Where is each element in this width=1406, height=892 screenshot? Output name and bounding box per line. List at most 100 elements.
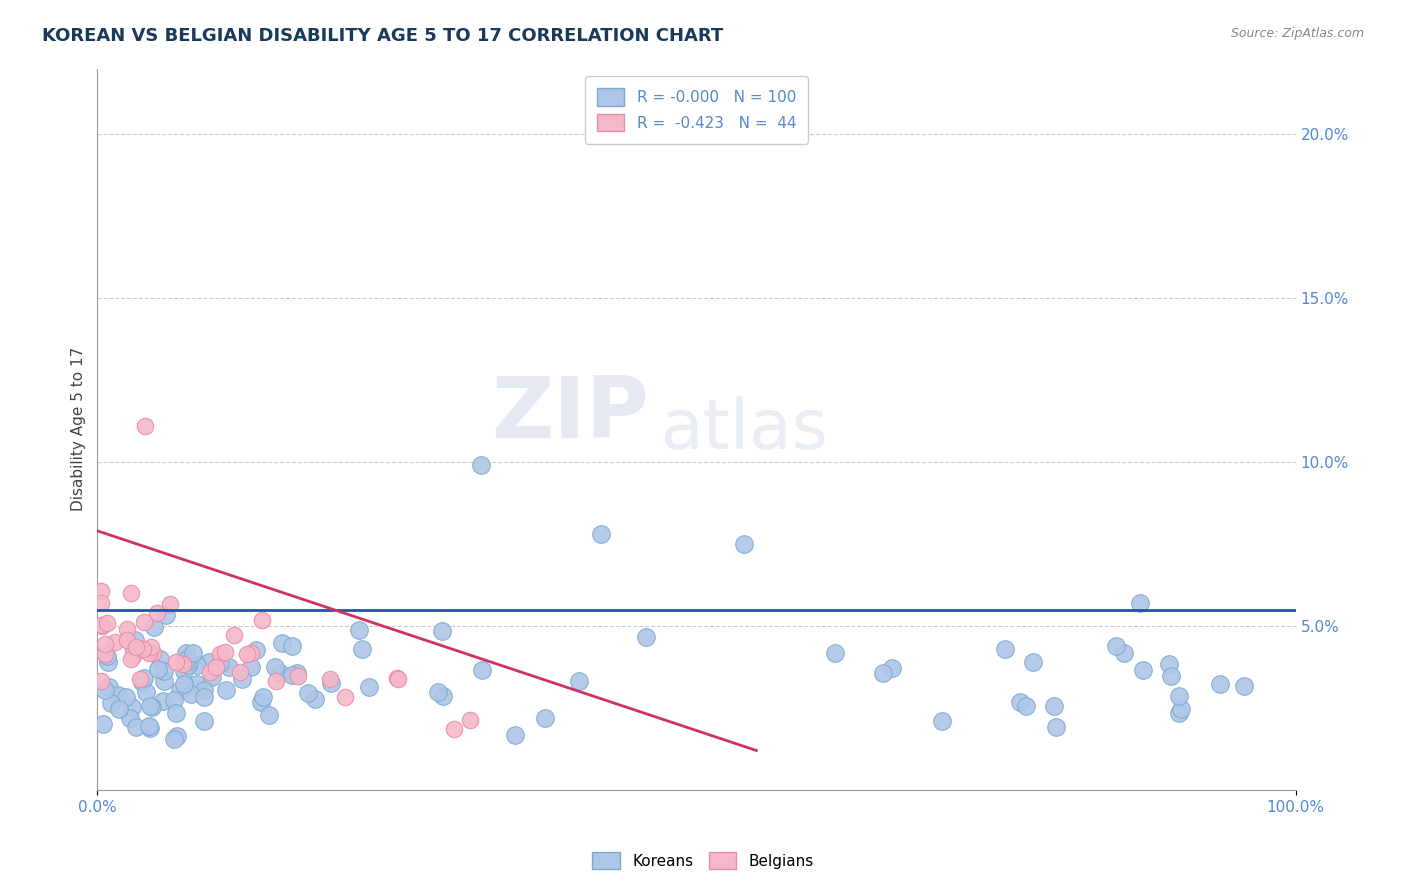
Point	[107, 648, 129, 663]
Text: atlas: atlas	[661, 396, 828, 463]
Point	[257, 657, 280, 672]
Point	[215, 616, 238, 631]
Point	[179, 568, 201, 582]
Point	[186, 575, 208, 590]
Point	[197, 569, 219, 583]
Point	[285, 588, 308, 602]
Point	[872, 588, 894, 602]
Point	[235, 556, 257, 570]
Point	[124, 533, 146, 547]
Y-axis label: Disability Age 5 to 17: Disability Age 5 to 17	[72, 347, 86, 511]
Point	[239, 555, 262, 569]
Point	[120, 663, 142, 677]
Point	[252, 628, 274, 642]
Point	[172, 573, 194, 587]
Point	[120, 565, 142, 579]
Point	[432, 518, 454, 533]
Point	[193, 629, 215, 643]
Point	[132, 596, 155, 610]
Point	[335, 627, 357, 641]
Point	[245, 550, 267, 565]
Point	[173, 606, 195, 620]
Point	[460, 667, 482, 681]
Point	[100, 638, 122, 652]
Point	[214, 552, 236, 566]
Point	[125, 545, 148, 559]
Point	[165, 656, 187, 670]
Point	[153, 584, 176, 599]
Point	[90, 600, 112, 615]
Point	[90, 472, 112, 486]
Point	[135, 619, 157, 633]
Point	[880, 579, 903, 593]
Point	[229, 586, 252, 600]
Point	[159, 474, 181, 488]
Point	[297, 622, 319, 636]
Point	[994, 548, 1017, 562]
Point	[636, 527, 658, 541]
Point	[96, 559, 118, 574]
Point	[134, 176, 156, 190]
Point	[180, 624, 202, 638]
Point	[209, 556, 232, 570]
Point	[1015, 642, 1038, 657]
Point	[250, 635, 273, 649]
Point	[139, 679, 162, 693]
Text: Source: ZipAtlas.com: Source: ZipAtlas.com	[1230, 27, 1364, 40]
Point	[533, 664, 555, 678]
Point	[205, 579, 228, 593]
Point	[1105, 542, 1128, 557]
Point	[146, 488, 169, 502]
Point	[281, 543, 304, 558]
Point	[177, 574, 200, 589]
Point	[153, 601, 176, 615]
Point	[269, 589, 291, 603]
Legend: R = -0.000   N = 100, R =  -0.423   N =  44: R = -0.000 N = 100, R = -0.423 N = 44	[585, 76, 808, 144]
Point	[169, 617, 191, 632]
Point	[1167, 655, 1189, 669]
Point	[107, 625, 129, 640]
Point	[568, 602, 591, 616]
Point	[121, 549, 143, 563]
Point	[163, 698, 186, 713]
Point	[134, 503, 156, 517]
Point	[142, 511, 165, 525]
Point	[152, 634, 174, 648]
Point	[142, 555, 165, 569]
Point	[96, 505, 118, 519]
Point	[250, 500, 273, 514]
Point	[193, 668, 215, 682]
Point	[90, 452, 112, 467]
Point	[1159, 574, 1181, 588]
Point	[93, 556, 115, 570]
Point	[443, 681, 465, 696]
Point	[321, 605, 343, 619]
Point	[115, 628, 138, 642]
Point	[304, 632, 326, 646]
Point	[104, 537, 127, 551]
Point	[733, 373, 755, 387]
Point	[387, 599, 409, 613]
Point	[186, 606, 208, 620]
Point	[173, 584, 195, 599]
Point	[128, 598, 150, 612]
Point	[90, 509, 112, 524]
Point	[139, 643, 162, 657]
Point	[138, 556, 160, 570]
Point	[432, 625, 454, 640]
Point	[139, 545, 162, 559]
Point	[1045, 678, 1067, 692]
Point	[1170, 648, 1192, 663]
Point	[357, 612, 380, 626]
Point	[352, 549, 374, 563]
Point	[131, 603, 153, 617]
Point	[824, 555, 846, 569]
Point	[222, 524, 245, 539]
Point	[427, 620, 450, 634]
Point	[174, 555, 197, 569]
Point	[280, 592, 302, 607]
Point	[1160, 593, 1182, 607]
Point	[93, 673, 115, 688]
Point	[240, 578, 263, 592]
Point	[319, 598, 342, 612]
